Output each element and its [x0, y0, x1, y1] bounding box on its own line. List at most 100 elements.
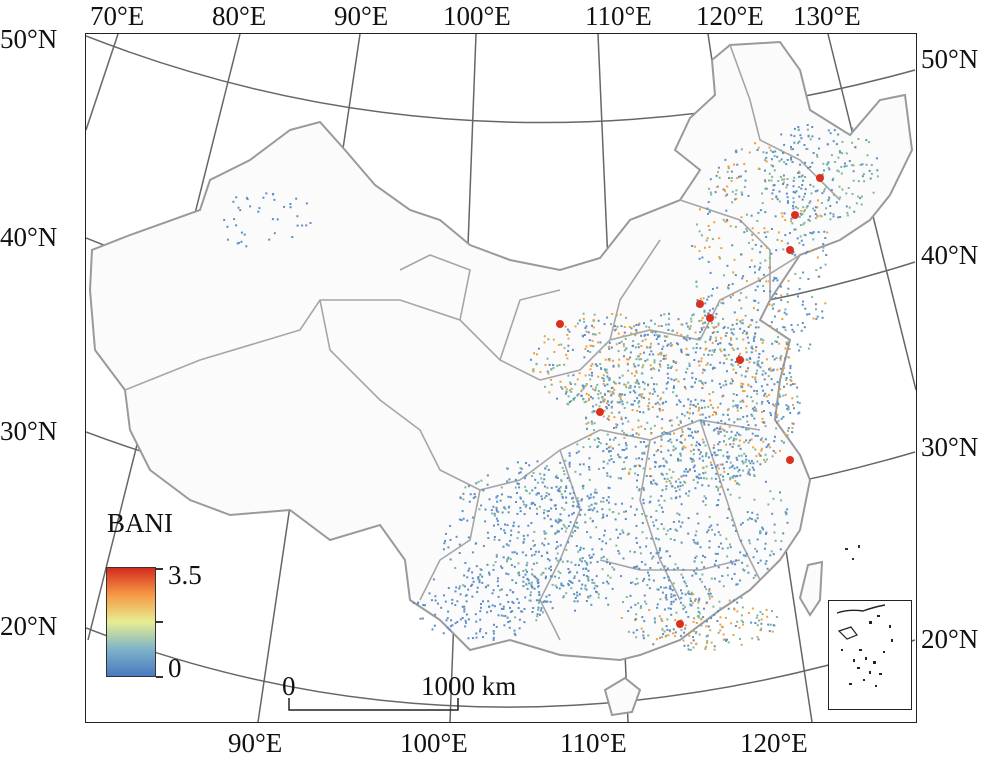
bani-dot: [723, 429, 726, 432]
bani-dot: [598, 468, 600, 470]
bani-dot: [838, 185, 841, 188]
bani-dot: [497, 595, 500, 598]
bani-dot: [579, 513, 582, 516]
bani-dot: [670, 603, 673, 606]
bani-dot: [778, 309, 781, 312]
bani-dot: [530, 554, 533, 557]
bani-hotspot: [556, 320, 564, 328]
bani-dot: [823, 213, 826, 216]
bani-dot: [580, 508, 583, 511]
bani-dot: [449, 625, 452, 628]
bani-dot: [572, 491, 575, 494]
bani-dot: [776, 328, 778, 331]
bani-dot: [606, 514, 608, 517]
bani-dot: [724, 334, 727, 337]
bani-dot: [595, 502, 598, 505]
bani-dot: [628, 386, 631, 389]
bani-dot: [704, 503, 707, 506]
bani-dot: [737, 470, 740, 473]
bani-dot: [593, 491, 596, 494]
bani-dot: [707, 212, 709, 215]
bani-dot: [719, 629, 722, 632]
bani-dot: [447, 546, 450, 549]
bani-dot: [529, 599, 532, 602]
bani-dot: [564, 325, 567, 328]
bani-dot: [655, 338, 658, 341]
bani-dot: [727, 473, 730, 475]
bani-dot: [257, 210, 260, 213]
bani-dot: [641, 452, 644, 455]
bani-dot: [687, 532, 690, 535]
bani-dot: [772, 151, 774, 153]
bani-dot: [739, 447, 742, 450]
bani-dot: [721, 428, 724, 431]
bani-dot: [776, 381, 779, 384]
bani-dot: [785, 404, 788, 407]
bani-dot: [606, 383, 609, 386]
bani-dot: [622, 334, 625, 337]
bani-dot: [480, 479, 483, 482]
bani-dot: [792, 148, 794, 151]
bani-dot: [515, 581, 518, 584]
bani-dot: [702, 297, 705, 300]
bani-dot: [235, 224, 238, 227]
bani-dot: [558, 364, 561, 366]
bani-dot: [507, 544, 510, 547]
bani-dot: [567, 568, 570, 570]
bani-dot: [571, 513, 574, 516]
bani-dot: [753, 265, 756, 268]
bani-dot: [574, 597, 577, 599]
bani-dot: [721, 395, 724, 398]
bani-dot: [728, 342, 731, 345]
bani-dot: [768, 172, 771, 175]
bani-dot: [752, 462, 755, 465]
bani-dot: [692, 620, 695, 623]
bani-dot: [738, 454, 741, 457]
bani-dot: [732, 271, 735, 274]
bani-dot: [605, 447, 608, 450]
bani-dot: [747, 428, 750, 431]
bani-dot: [723, 434, 726, 437]
bani-dot: [589, 496, 592, 499]
bani-dot: [692, 479, 695, 481]
bani-dot: [674, 486, 677, 489]
bani-dot: [697, 522, 700, 525]
bani-dot: [614, 325, 617, 328]
bani-dot: [694, 405, 697, 408]
bani-dot: [528, 492, 531, 495]
bani-dot: [598, 538, 601, 540]
bani-dot: [509, 620, 511, 623]
bani-dot: [516, 537, 519, 540]
bani-dot: [755, 321, 758, 324]
bani-dot: [741, 193, 744, 196]
bani-dot: [704, 471, 707, 474]
bani-dot: [756, 517, 759, 520]
bani-dot: [687, 592, 690, 594]
bani-dot: [642, 498, 645, 501]
bani-dot: [532, 370, 535, 373]
bani-dot: [545, 492, 548, 495]
bani-dot: [585, 588, 588, 591]
bani-dot: [545, 595, 548, 598]
bani-hotspot: [816, 174, 824, 182]
bani-dot: [733, 467, 736, 470]
bani-dot: [653, 524, 655, 527]
bani-dot: [448, 628, 451, 631]
bani-dot: [726, 455, 729, 458]
bani-dot: [724, 220, 727, 223]
bani-dot: [564, 530, 567, 533]
bani-dot: [703, 353, 705, 356]
bani-dot: [809, 183, 812, 186]
bani-dot: [651, 482, 654, 485]
bani-dot: [493, 512, 496, 515]
bani-dot: [640, 561, 643, 563]
bani-dot: [496, 580, 499, 583]
bani-dot: [699, 347, 702, 350]
bani-dot: [592, 553, 595, 556]
bani-dot: [722, 440, 725, 443]
bani-dot: [507, 495, 510, 498]
bani-dot: [555, 586, 558, 589]
bani-dot: [731, 464, 734, 467]
bani-dot: [667, 364, 670, 366]
bani-dot: [682, 576, 684, 579]
